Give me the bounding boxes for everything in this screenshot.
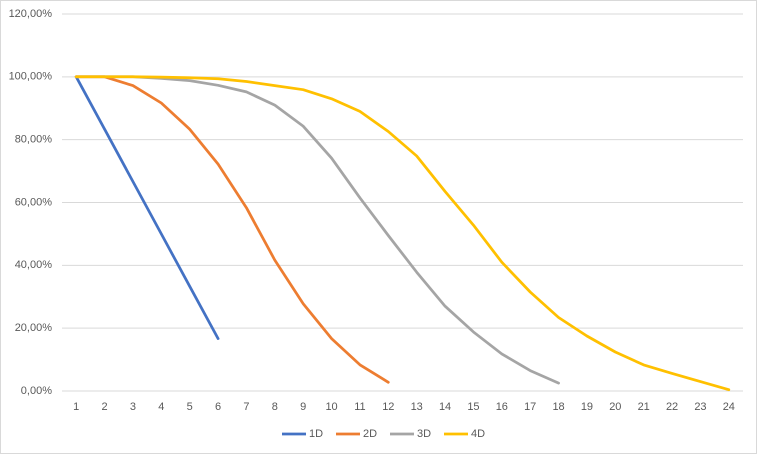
y-tick-label: 60,00% [15,196,53,208]
x-tick-label: 6 [215,401,221,413]
x-tick-label: 12 [382,401,394,413]
x-tick-label: 23 [694,401,706,413]
x-tick-label: 3 [130,401,136,413]
x-tick-label: 22 [666,401,678,413]
x-tick-label: 4 [158,401,164,413]
x-tick-label: 8 [272,401,278,413]
legend-label: 2D [363,428,377,440]
y-tick-label: 40,00% [15,259,53,271]
y-tick-label: 120,00% [9,8,53,20]
x-tick-label: 16 [496,401,508,413]
x-tick-label: 19 [581,401,593,413]
y-tick-label: 0,00% [21,385,52,397]
y-tick-label: 80,00% [15,134,53,146]
x-tick-label: 2 [102,401,108,413]
x-tick-label: 15 [467,401,479,413]
legend-label: 4D [471,428,485,440]
x-tick-label: 1 [73,401,79,413]
x-tick-label: 5 [187,401,193,413]
x-tick-label: 9 [300,401,306,413]
x-tick-label: 24 [723,401,735,413]
x-tick-label: 21 [638,401,650,413]
legend-label: 1D [309,428,323,440]
y-tick-label: 20,00% [15,322,53,334]
x-tick-label: 18 [552,401,564,413]
y-tick-label: 100,00% [9,71,53,83]
x-tick-label: 13 [411,401,423,413]
series-line [74,75,731,392]
x-tick-label: 11 [354,401,365,413]
x-tick-label: 20 [609,401,621,413]
x-tick-label: 17 [524,401,536,413]
series-line [74,75,390,384]
x-tick-label: 10 [325,401,337,413]
x-tick-label: 7 [243,401,249,413]
legend-label: 3D [417,428,431,440]
series-line [74,75,220,340]
x-tick-label: 14 [439,401,451,413]
